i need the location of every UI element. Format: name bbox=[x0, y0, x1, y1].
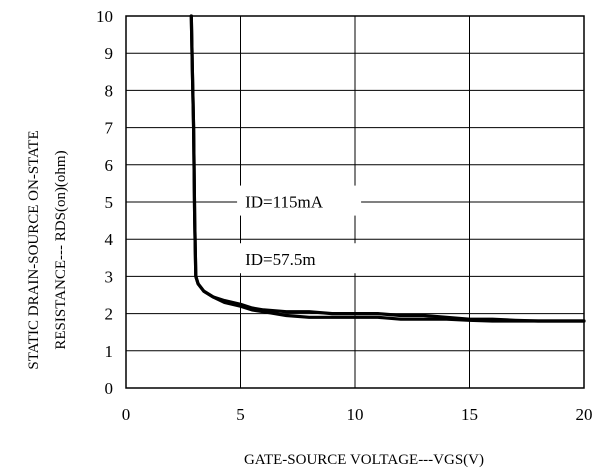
y-axis-title-line2: RESISTANCE--- RDS(on)(ohm) bbox=[53, 150, 69, 349]
annotations: ID=115mA ID=57.5m bbox=[237, 185, 362, 274]
y-tick-label: 0 bbox=[105, 379, 114, 398]
y-tick-label: 2 bbox=[105, 305, 114, 324]
y-tick-label: 10 bbox=[96, 7, 113, 26]
y-tick-label: 9 bbox=[105, 44, 114, 63]
x-tick-label: 5 bbox=[236, 405, 245, 424]
series-layer bbox=[189, 14, 586, 323]
x-tick-label: 20 bbox=[576, 405, 593, 424]
annotation-background bbox=[237, 243, 362, 274]
y-tick-label: 4 bbox=[105, 230, 114, 249]
x-tick-label: 0 bbox=[122, 405, 131, 424]
x-axis-title: GATE-SOURCE VOLTAGE---VGS(V) bbox=[244, 452, 484, 468]
y-tick-label: 6 bbox=[105, 156, 114, 175]
ticks: 0 1 2 3 4 5 6 7 8 9 10 0 5 10 15 20 bbox=[96, 7, 593, 424]
annotation-label: ID=115mA bbox=[245, 193, 324, 212]
y-tick-label: 8 bbox=[105, 81, 114, 100]
annotation-background bbox=[237, 185, 362, 216]
x-tick-label: 10 bbox=[347, 405, 364, 424]
series-line-1 bbox=[189, 14, 586, 323]
annotation-label: ID=57.5m bbox=[245, 250, 316, 269]
plot-frame bbox=[125, 15, 585, 389]
y-tick-label: 1 bbox=[105, 342, 114, 361]
y-tick-label: 5 bbox=[105, 193, 114, 212]
x-tick-label: 15 bbox=[461, 405, 478, 424]
y-tick-label: 3 bbox=[105, 267, 114, 286]
y-tick-label: 7 bbox=[105, 119, 114, 138]
series-line-2 bbox=[189, 14, 586, 323]
y-axis-title-line1: STATIC DRAIN-SOURCE ON-STATE bbox=[26, 130, 42, 369]
